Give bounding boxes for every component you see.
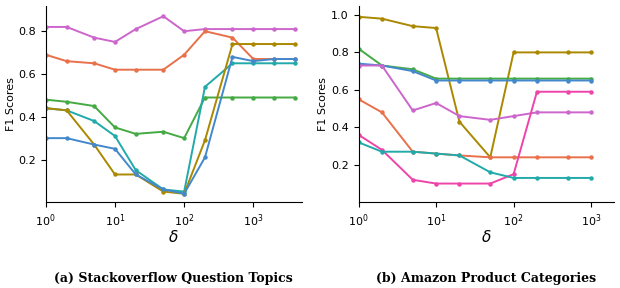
Text: (a) Stackoverflow Question Topics: (a) Stackoverflow Question Topics xyxy=(55,272,293,285)
Text: (b) Amazon Product Categories: (b) Amazon Product Categories xyxy=(376,272,596,285)
Y-axis label: F1 Scores: F1 Scores xyxy=(318,77,329,131)
Y-axis label: F1 Scores: F1 Scores xyxy=(6,77,16,131)
X-axis label: δ: δ xyxy=(169,230,179,245)
X-axis label: δ: δ xyxy=(482,230,491,245)
